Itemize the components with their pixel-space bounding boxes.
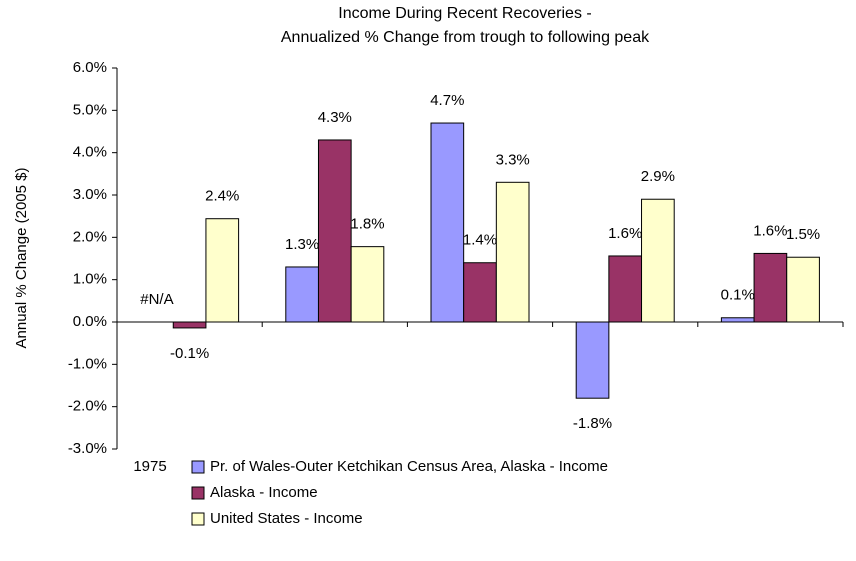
y-tick-label: 5.0% xyxy=(73,101,107,118)
y-axis-label: Annual % Change (2005 $) xyxy=(13,168,30,349)
legend-label: Pr. of Wales-Outer Ketchikan Census Area… xyxy=(210,458,608,475)
bar xyxy=(350,246,385,323)
chart-title: Income During Recent Recoveries - xyxy=(338,5,591,22)
data-label: 1.3% xyxy=(285,236,319,253)
data-label: 2.9% xyxy=(641,168,675,185)
y-tick-label: 1.0% xyxy=(73,271,107,288)
bar xyxy=(205,218,240,323)
y-tick-label: -1.0% xyxy=(68,355,107,372)
bar xyxy=(285,266,319,323)
legend-swatch xyxy=(191,460,205,474)
chart-title: Annualized % Change from trough to follo… xyxy=(281,29,650,46)
bar xyxy=(495,181,530,323)
legend-swatch xyxy=(191,486,205,500)
y-tick-label: 0.0% xyxy=(73,313,107,330)
y-tick-label: -2.0% xyxy=(68,398,107,415)
bar xyxy=(641,198,675,323)
data-label: -1.8% xyxy=(573,415,612,432)
x-tick-label: 1975 xyxy=(133,458,166,475)
bar xyxy=(608,255,643,323)
bar xyxy=(172,321,207,329)
bar xyxy=(720,317,755,323)
data-label: 0.1% xyxy=(721,287,755,304)
data-label: 1.5% xyxy=(786,226,820,243)
y-tick-label: -3.0% xyxy=(68,440,107,457)
bar xyxy=(430,122,465,323)
legend-label: Alaska - Income xyxy=(210,484,318,501)
data-label: #N/A xyxy=(140,291,173,308)
data-label: 4.3% xyxy=(318,109,352,126)
y-tick-label: 4.0% xyxy=(73,144,107,161)
data-label: 1.8% xyxy=(350,216,384,233)
legend-label: United States - Income xyxy=(210,510,363,527)
data-label: -0.1% xyxy=(170,345,209,362)
data-label: 4.7% xyxy=(430,92,464,109)
y-tick-label: 3.0% xyxy=(73,186,107,203)
y-tick-label: 6.0% xyxy=(73,59,107,76)
data-label: 2.4% xyxy=(205,188,239,205)
y-tick-label: 2.0% xyxy=(73,228,107,245)
bar xyxy=(317,139,352,323)
bar xyxy=(786,256,820,323)
data-label: 1.6% xyxy=(608,225,642,242)
bar xyxy=(753,252,788,323)
legend-swatch xyxy=(191,512,205,526)
data-label: 1.4% xyxy=(463,232,497,249)
data-label: 1.6% xyxy=(753,222,787,239)
data-label: 3.3% xyxy=(496,151,530,168)
bar xyxy=(463,262,497,323)
bar xyxy=(575,321,610,399)
